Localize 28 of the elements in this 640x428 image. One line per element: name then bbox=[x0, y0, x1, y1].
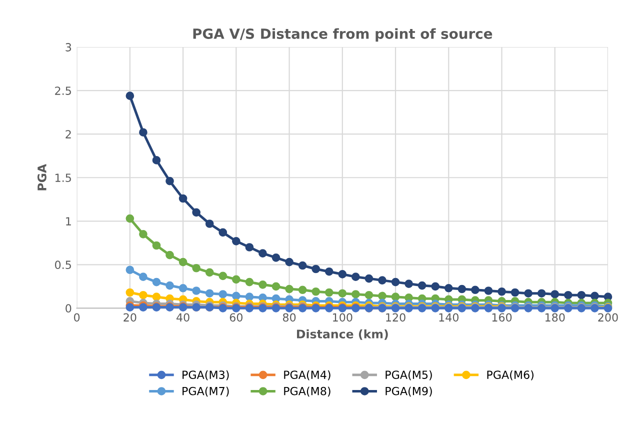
x-tick-label: 140 bbox=[439, 313, 459, 322]
y-tick-label: 1 bbox=[66, 217, 71, 226]
y-axis-title: PGA bbox=[37, 164, 46, 190]
legend-label: PGA(M7) bbox=[182, 386, 229, 397]
x-tick-label: 80 bbox=[282, 313, 296, 322]
y-tick-label: 0.5 bbox=[55, 260, 71, 270]
legend-label: PGA(M4) bbox=[284, 370, 330, 380]
chart-title: PGA V/S Distance from point of source bbox=[193, 28, 492, 42]
y-tick-label: 0 bbox=[66, 304, 72, 313]
x-axis-title: Distance (km) bbox=[297, 329, 388, 340]
legend-label: PGA(M9) bbox=[386, 386, 432, 397]
x-tick-label: 100 bbox=[333, 313, 352, 322]
legend-label: PGA(M6) bbox=[487, 370, 534, 380]
y-tick-label: 3 bbox=[66, 43, 72, 52]
x-tick-label: 0 bbox=[74, 313, 80, 322]
legend-label: PGA(M3) bbox=[182, 370, 229, 380]
y-tick-label: 1.5 bbox=[55, 174, 71, 182]
x-tick-label: 160 bbox=[492, 313, 512, 322]
y-tick-label: 2 bbox=[66, 130, 71, 138]
x-tick-label: 180 bbox=[545, 313, 565, 322]
x-tick-label: 60 bbox=[230, 313, 242, 322]
legend-label: PGA(M8) bbox=[284, 386, 330, 397]
x-tick-label: 20 bbox=[124, 313, 136, 322]
legend-label: PGA(M5) bbox=[386, 370, 432, 380]
x-tick-label: 200 bbox=[598, 313, 618, 322]
x-tick-label: 120 bbox=[386, 313, 406, 322]
y-tick-label: 2.5 bbox=[55, 86, 71, 95]
x-tick-label: 40 bbox=[176, 313, 190, 322]
